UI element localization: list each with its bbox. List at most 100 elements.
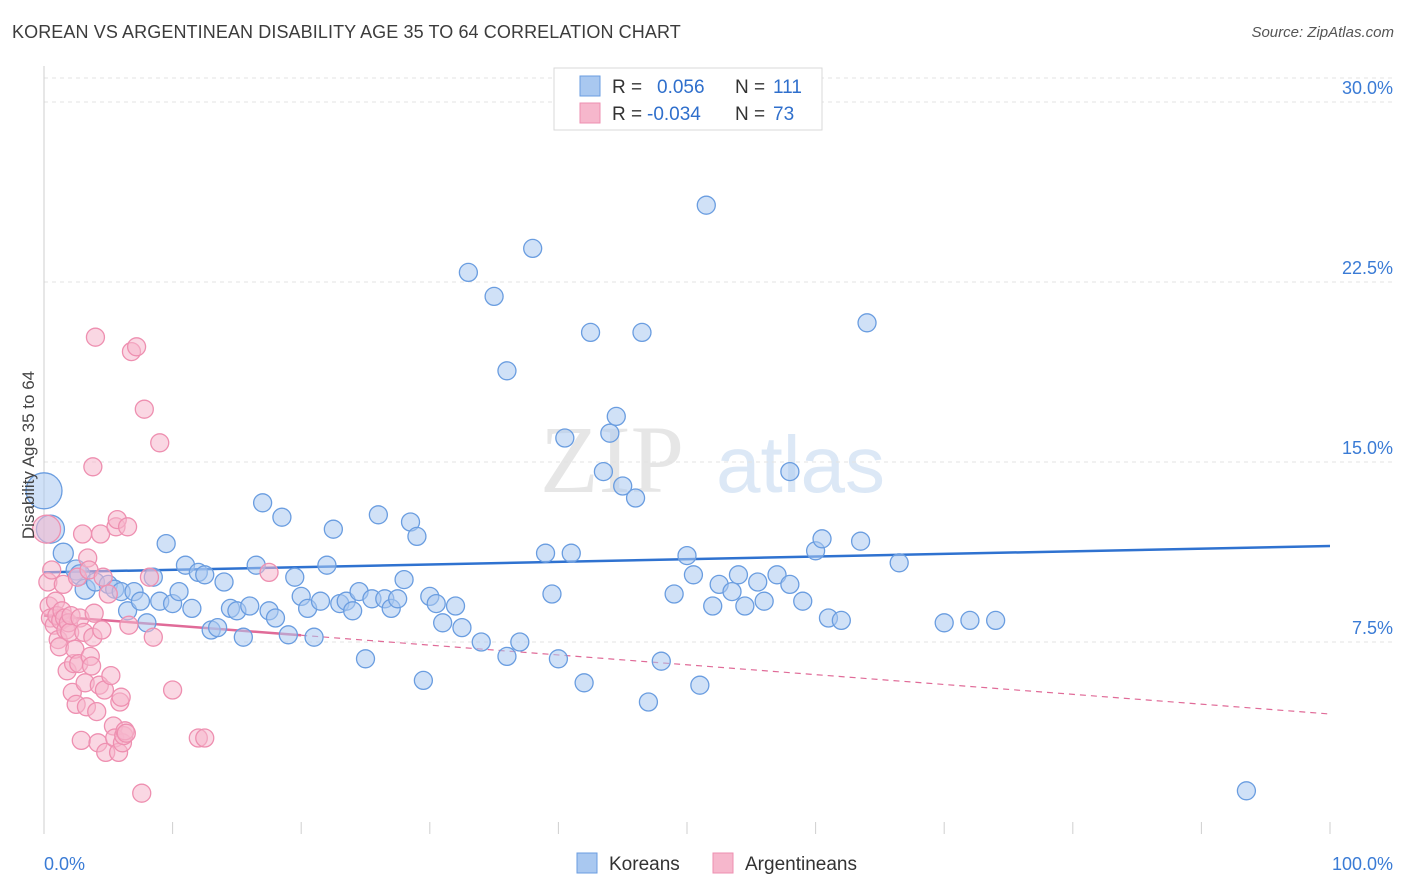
koreans-point [632,322,652,343]
koreans-point [497,646,517,667]
koreans-point [265,608,286,628]
argentineans-point [111,687,131,707]
koreans-point [728,565,749,585]
koreans-point [934,613,954,633]
koreans-point [25,472,63,510]
koreans-point [1236,781,1257,801]
koreans-point [355,649,376,669]
koreans-point [889,553,909,573]
argentineans-point [119,615,139,635]
legend-argentineans-swatch [579,102,601,124]
koreans-point [368,505,389,525]
legend-koreans-swatch [579,75,601,97]
koreans-point [426,593,446,614]
gridlines: 7.5% 15.0% 22.5% 30.0% [44,77,1393,643]
koreans-point [613,476,633,496]
argentineans-point [116,723,136,743]
koreans-point [606,406,626,427]
koreans-point [850,531,871,551]
argentineans-point [139,567,160,587]
koreans-point [233,627,253,647]
argentineans-point [83,457,103,477]
argentineans-point [90,524,111,544]
legend-top: R = 0.056 N = 111 R = -0.034 N = 73 [553,67,823,131]
koreans-point [182,598,202,619]
argentineans-point [71,730,91,751]
koreans-point [580,322,601,343]
argentineans-point [195,728,215,748]
legend-bottom-argentineans-swatch [712,852,734,874]
legend-koreans-n-value: 111 [773,77,802,98]
koreans-point [497,361,517,381]
koreans-point [433,613,453,633]
argentineans-point [81,656,102,676]
argentineans-point [72,524,93,544]
argentineans-point [162,680,183,700]
koreans-point [394,569,414,590]
argentineans-point [42,560,62,580]
argentineans-point [93,567,113,587]
koreans-point [690,675,710,695]
koreans-point [683,565,704,585]
koreans-point [574,673,594,693]
koreans-point [240,596,260,616]
koreans-point [317,555,337,575]
koreans-point [748,572,768,592]
koreans-point [445,596,466,616]
koreans-point [696,195,716,215]
argentineans-point [134,399,154,419]
y-tick-label: 15.0% [1342,438,1393,458]
koreans-point [413,670,434,691]
koreans-point [780,574,800,595]
koreans-point [387,589,408,609]
koreans-point [471,632,491,652]
argentineans-point [143,627,163,647]
legend-argentineans-r-label: R = [612,104,642,125]
legend-bottom-koreans-swatch [576,852,598,874]
watermark-atlas: atlas [716,420,885,509]
koreans-point [651,651,671,671]
koreans-point [767,565,787,585]
koreans-point [960,610,980,631]
legend-argentineans-r-value: -0.034 [647,104,701,125]
koreans-point [548,649,569,669]
argentineans-point [84,603,104,623]
koreans-point [664,584,684,604]
koreans-point [638,692,659,712]
koreans-point [561,543,581,563]
koreans-point [342,601,363,621]
koreans-point [252,493,273,513]
legend-koreans-r-label: R = [612,77,642,98]
argentineans-point [132,783,152,803]
koreans-point [214,572,234,592]
argentineans-points [31,327,279,803]
koreans-point [130,591,151,611]
x-tick-label-max: 100.0% [1332,854,1393,874]
y-axis-label: Disability Age 35 to 64 [19,371,38,539]
koreans-point [793,591,813,611]
argentineans-point [87,701,107,722]
koreans-point [625,488,646,508]
koreans-point [195,565,215,585]
argentineans-point [98,584,118,604]
koreans-point [722,581,742,602]
legend-koreans-r-value: 0.056 [657,77,705,98]
argentineans-point [117,517,138,537]
chart-title: KOREAN VS ARGENTINEAN DISABILITY AGE 35 … [12,22,681,42]
koreans-point [310,591,331,611]
koreans-point [593,461,614,482]
koreans-point [407,526,427,547]
koreans-point [285,567,305,587]
argentineans-trend-line-dashed [301,634,1331,715]
koreans-point [703,596,723,616]
koreans-point [555,428,575,448]
koreans-point [735,596,755,616]
koreans-point [812,529,832,549]
koreans-point [156,533,176,554]
argentineans-point [150,433,170,453]
legend-bottom-koreans-label: Koreans [609,854,680,875]
argentineans-point [126,337,147,357]
koreans-point [278,625,298,645]
koreans-point [458,262,479,283]
